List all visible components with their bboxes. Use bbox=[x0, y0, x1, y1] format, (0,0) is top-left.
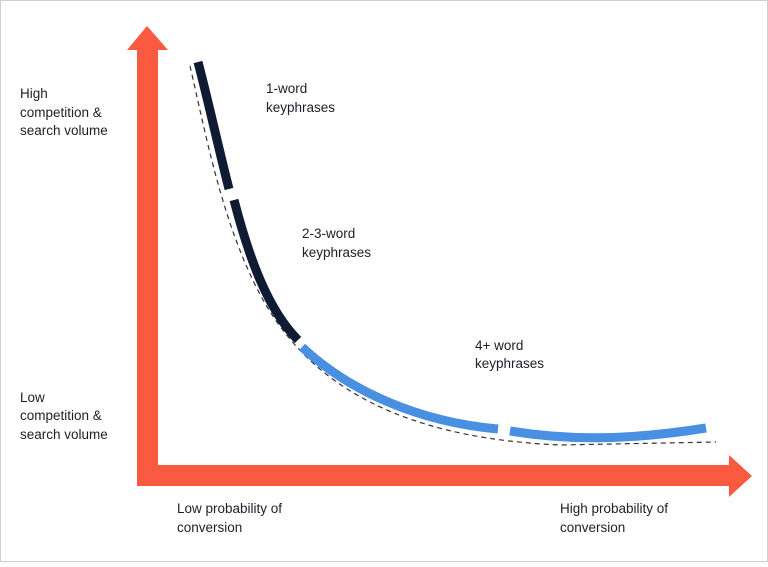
y-axis bbox=[137, 46, 158, 486]
x-low-label: Low probability of bbox=[177, 501, 282, 516]
curve-label: keyphrases bbox=[266, 100, 335, 115]
x-high-label: conversion bbox=[560, 520, 625, 535]
curve bbox=[193, 60, 707, 443]
y-axis-arrow bbox=[127, 26, 168, 50]
curve-label: 2-3-word bbox=[302, 226, 355, 241]
axes bbox=[127, 26, 752, 497]
x-low-label: conversion bbox=[177, 520, 242, 535]
y-high-label: competition & bbox=[20, 105, 102, 120]
curve-label: 4+ word bbox=[475, 338, 523, 353]
curve-segment bbox=[193, 60, 234, 191]
labels: High competition & search volume Low com… bbox=[20, 81, 668, 535]
curve-segment bbox=[298, 343, 499, 434]
y-high-label: High bbox=[20, 86, 48, 101]
x-axis-arrow bbox=[729, 455, 752, 497]
curve-label: keyphrases bbox=[302, 245, 371, 260]
x-axis bbox=[137, 465, 733, 486]
y-low-label: Low bbox=[20, 390, 45, 405]
curve-segment bbox=[229, 198, 302, 344]
y-low-label: search volume bbox=[20, 427, 108, 442]
dashed-curve bbox=[189, 65, 717, 446]
y-low-label: competition & bbox=[20, 408, 102, 423]
curve-label: 1-word bbox=[266, 81, 307, 96]
x-high-label: High probability of bbox=[560, 501, 668, 516]
curve-label: keyphrases bbox=[475, 356, 544, 371]
curve-segment bbox=[509, 423, 707, 443]
y-high-label: search volume bbox=[20, 123, 108, 138]
